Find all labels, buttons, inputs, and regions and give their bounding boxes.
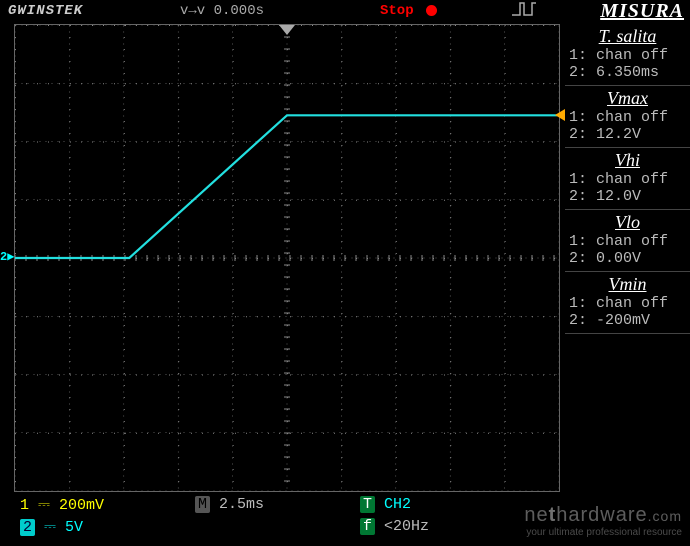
stop-icon [426,5,437,16]
dc-coupling-icon: ⎓ [38,497,59,514]
top-bar: GWINSTEK v→v 0.000s Stop MISURA [0,0,690,22]
trigger-edge-icon [510,1,538,22]
waveform-plot [14,24,560,492]
run-status: Stop [380,3,437,19]
measurement-block: Vlo 1: chan off 2: 0.00V [565,210,690,272]
channel-zero-marker: 2▶ [0,249,12,263]
measurement-block: Vmin 1: chan off 2: -200mV [565,272,690,334]
measurement-ch1: 1: chan off [569,171,686,188]
measurement-ch1: 1: chan off [569,233,686,250]
measurement-ch2: 2: 0.00V [569,250,686,267]
measurement-block: T. salita 1: chan off 2: 6.350ms [565,24,690,86]
trigger-filter: f <20Hz [360,518,429,535]
timebase: M 2.5ms [195,496,264,513]
measurement-name: T. salita [569,26,686,47]
measurement-name: Vmin [569,274,686,295]
filter-value: <20Hz [384,518,429,535]
measurement-sidebar: T. salita 1: chan off 2: 6.350ms Vmax 1:… [565,24,690,490]
ch1-scale-value: 200mV [59,497,104,514]
brand-logo: GWINSTEK [8,3,83,19]
trigger-source: T CH2 [360,496,411,513]
run-status-text: Stop [380,3,414,19]
measurement-ch2: 2: 12.2V [569,126,686,143]
ch1-num: 1 [20,497,29,514]
measurement-ch2: 2: 6.350ms [569,64,686,81]
trigger-src-value: CH2 [384,496,411,513]
measurement-ch1: 1: chan off [569,47,686,64]
measurement-block: Vmax 1: chan off 2: 12.2V [565,86,690,148]
ch2-scale: 2 ⎓ 5V [20,518,83,536]
ch1-scale: 1 ⎓ 200mV [20,496,104,514]
measurement-name: Vhi [569,150,686,171]
menu-title: MISURA [600,0,684,23]
filter-prefix: f [360,518,375,535]
trigger-src-prefix: T [360,496,375,513]
measurement-ch2: 2: 12.0V [569,188,686,205]
timebase-value: 2.5ms [219,496,264,513]
measurement-ch2: 2: -200mV [569,312,686,329]
measurement-name: Vmax [569,88,686,109]
bottom-bar: 1 ⎓ 200mV M 2.5ms T CH2 2 ⎓ 5V f <20Hz [0,494,690,544]
measurement-ch1: 1: chan off [569,109,686,126]
measurement-ch1: 1: chan off [569,295,686,312]
oscilloscope-screen: GWINSTEK v→v 0.000s Stop MISURA 2▶ T. sa… [0,0,690,546]
dc-coupling-icon: ⎓ [44,519,65,536]
ch2-scale-value: 5V [65,519,83,536]
ch2-num: 2 [20,519,35,536]
measurement-name: Vlo [569,212,686,233]
channel-zero-label: 2 [0,250,7,264]
plot-canvas [15,25,559,491]
time-cursor-readout: v→v 0.000s [180,3,264,19]
measurement-block: Vhi 1: chan off 2: 12.0V [565,148,690,210]
timebase-prefix: M [195,496,210,513]
